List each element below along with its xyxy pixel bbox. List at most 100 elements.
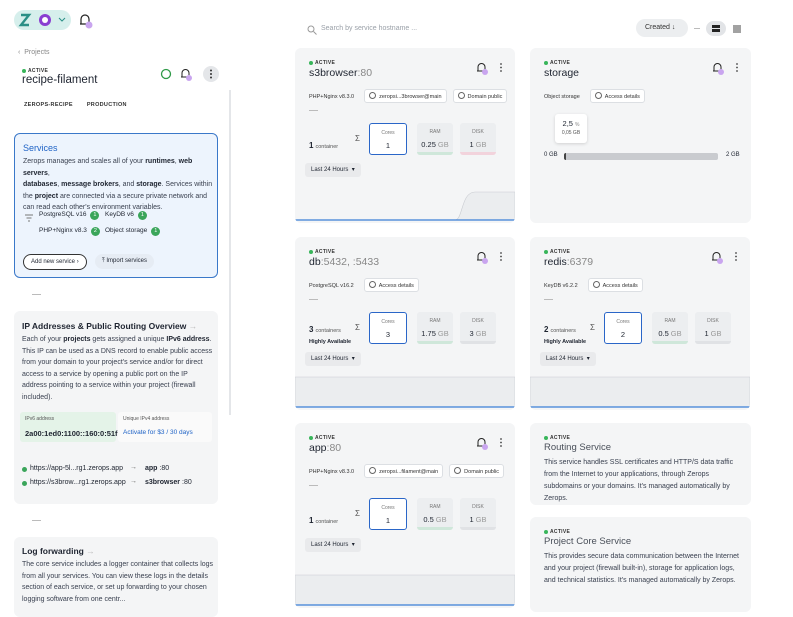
service-name: app:80	[309, 442, 341, 454]
resource-unit: GB	[435, 515, 447, 524]
emphasis: databases	[23, 181, 58, 188]
usage-track	[564, 153, 718, 160]
resource-unit: GB	[475, 329, 487, 338]
separator	[309, 299, 318, 300]
usage-bar	[417, 527, 453, 530]
card-actions[interactable]	[473, 60, 507, 81]
view-list[interactable]	[731, 23, 743, 35]
service-status: ACTIVE	[544, 60, 570, 66]
service-card[interactable]: ACTIVE s3browser:80 PHP+Nginx v8.3.0 zerops…	[295, 48, 515, 223]
actions-icons[interactable]	[709, 60, 743, 76]
service-chip[interactable]: PostgreSQL v16 1	[39, 211, 100, 220]
ipv6-box: IPv6 address 2a00:1ed0:1100::160:0:51f	[20, 412, 118, 442]
card-actions[interactable]	[709, 60, 743, 81]
service-tag: Object storage	[544, 94, 580, 100]
service-chip[interactable]: Object storage 1	[105, 227, 161, 236]
chip-count: 2	[90, 227, 100, 236]
period-select[interactable]: Last 24 Hours ▾	[540, 352, 596, 366]
separator	[544, 299, 553, 300]
service-card[interactable]: ACTIVE storage Object storage Access detail…	[530, 48, 751, 223]
hostname: Routing Service	[544, 442, 612, 453]
card-actions[interactable]	[473, 249, 507, 270]
service-card[interactable]: ACTIVE db:5432, :5433 PostgreSQL v16.2 Acce…	[295, 237, 515, 410]
actions-icons[interactable]	[473, 435, 507, 451]
text-run: . Services within the	[23, 181, 215, 200]
ipv4-box: Unique IPv4 address Activate for $3 / 30…	[118, 412, 212, 442]
route-port: :80	[182, 479, 192, 486]
text-run: Zerops manages and scales all of your	[23, 158, 146, 165]
ipv4-activate[interactable]: Activate for $3 / 30 days	[123, 429, 193, 436]
ports: :6379	[566, 256, 594, 268]
resource-box: RAM 0.5 GB	[652, 312, 688, 344]
service-tags: KeyDB v6.2.2 Access details	[540, 274, 649, 292]
resource-value: 1	[370, 141, 406, 150]
text-run: are connected via a secure private netwo…	[23, 192, 210, 212]
resource-box: Cores 1	[369, 123, 407, 155]
service-card[interactable]: ACTIVE redis:6379 KeyDB v6.2.2 Access detai…	[530, 237, 750, 410]
actions-icons[interactable]	[473, 249, 507, 265]
separator	[32, 294, 41, 295]
ip-title-text: IP Addresses & Public Routing Overview	[22, 321, 187, 331]
search-input[interactable]: Search by service hostname ...	[321, 25, 418, 32]
period-select[interactable]: Last 24 Hours ▾	[305, 163, 361, 177]
usage-chart	[530, 237, 750, 410]
separator	[694, 28, 700, 29]
service-tag: PHP+Nginx v8.3.0	[309, 94, 355, 100]
period-select[interactable]: Last 24 Hours ▾	[305, 352, 361, 366]
ipv4-label: Unique IPv4 address	[123, 416, 170, 422]
resource-label: DISK	[472, 318, 484, 324]
period-select[interactable]: Last 24 Hours ▾	[305, 538, 361, 552]
ports: :5432, :5433	[320, 256, 380, 268]
service-tags: PHP+Nginx v8.3.0 zeropsi...filament@main D…	[305, 460, 510, 478]
ha-note: Highly Available	[544, 339, 587, 345]
chip-label: Object storage	[105, 227, 148, 234]
resource-value: 2	[605, 330, 641, 339]
service-tag: zeropsi...3browser@main	[364, 89, 447, 103]
arrow: →	[130, 464, 137, 471]
chip-label: PostgreSQL v16	[39, 211, 87, 218]
import-services-button[interactable]: ⤒ Import services	[95, 254, 155, 269]
route-url[interactable]: https://s3brow...rg1.zerops.app	[30, 479, 126, 486]
sort-button[interactable]: Created ↓	[636, 19, 688, 37]
sum-icon: Σ	[355, 509, 360, 518]
actions-icons[interactable]	[473, 60, 507, 76]
resource-value: 1 GB	[695, 329, 731, 338]
service-tag: Domain public	[452, 89, 508, 103]
usage-bar	[652, 341, 688, 344]
card-actions[interactable]	[708, 249, 742, 270]
resource-number: 1	[469, 515, 474, 524]
breadcrumb-link[interactable]: Projects	[24, 49, 50, 56]
card-actions[interactable]	[473, 435, 507, 456]
resource-value: 0.25 GB	[417, 140, 453, 149]
usage-chart	[295, 48, 515, 223]
resource-label: DISK	[472, 129, 484, 135]
info-card[interactable]: ACTIVE Routing Service This service handle…	[530, 423, 751, 505]
service-tags: PostgreSQL v16.2 Access details	[305, 274, 425, 292]
chip-count: 1	[90, 211, 100, 220]
route-url[interactable]: https://app-5l...rg1.zerops.app	[30, 465, 123, 472]
route-target: app:80	[145, 465, 169, 472]
service-chip[interactable]: PHP+Nginx v8.3 2	[39, 227, 100, 236]
view-cards[interactable]	[706, 21, 726, 36]
resource-value: 1 GB	[460, 140, 496, 149]
usage-bar	[695, 341, 731, 344]
info-card[interactable]: ACTIVE Project Core Service This provides …	[530, 517, 751, 612]
notifications-icon[interactable]	[78, 12, 94, 30]
logo-switcher[interactable]	[14, 10, 71, 30]
container-number: 1	[309, 141, 314, 150]
project-actions[interactable]	[160, 66, 224, 82]
resource-box: Cores 2	[604, 312, 642, 344]
services-title: Services	[23, 143, 58, 153]
resource-number: 3	[469, 329, 474, 338]
breadcrumb[interactable]: ‹ Projects	[18, 49, 50, 56]
actions-icons[interactable]	[708, 249, 742, 265]
logo-icons	[18, 13, 66, 27]
resource-value: 1.75 GB	[417, 329, 453, 338]
resource-unit: GB	[437, 329, 449, 338]
resource-box: RAM 1.75 GB	[417, 312, 453, 344]
service-chip[interactable]: KeyDB v6 1	[105, 211, 147, 220]
resource-number: 1	[469, 140, 474, 149]
add-service-button[interactable]: Add new service ›	[23, 254, 87, 270]
arrow: →	[130, 478, 137, 485]
service-card[interactable]: ACTIVE app:80 PHP+Nginx v8.3.0 zeropsi...fi…	[295, 423, 515, 608]
